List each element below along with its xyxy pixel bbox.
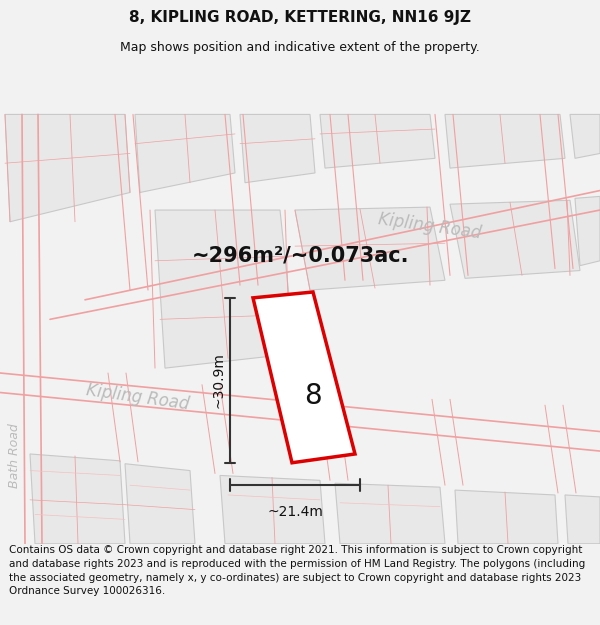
Polygon shape <box>565 495 600 544</box>
Polygon shape <box>450 200 580 278</box>
Polygon shape <box>240 114 315 182</box>
Polygon shape <box>335 483 445 544</box>
Text: ~21.4m: ~21.4m <box>267 505 323 519</box>
Polygon shape <box>570 114 600 158</box>
Text: 8: 8 <box>304 382 322 410</box>
Polygon shape <box>575 196 600 266</box>
Text: ~30.9m: ~30.9m <box>211 352 225 408</box>
Polygon shape <box>155 210 295 368</box>
Text: Kipling Road: Kipling Road <box>85 381 191 414</box>
Polygon shape <box>5 114 130 222</box>
Polygon shape <box>135 114 235 192</box>
Polygon shape <box>220 476 325 544</box>
Text: 8, KIPLING ROAD, KETTERING, NN16 9JZ: 8, KIPLING ROAD, KETTERING, NN16 9JZ <box>129 10 471 25</box>
Text: Contains OS data © Crown copyright and database right 2021. This information is : Contains OS data © Crown copyright and d… <box>9 545 585 596</box>
Text: ~296m²/~0.073ac.: ~296m²/~0.073ac. <box>191 246 409 266</box>
Text: Bath Road: Bath Road <box>8 424 22 488</box>
Polygon shape <box>125 464 195 544</box>
Polygon shape <box>30 454 125 544</box>
Text: Kipling Road: Kipling Road <box>377 211 482 242</box>
Polygon shape <box>295 207 445 290</box>
Text: Map shows position and indicative extent of the property.: Map shows position and indicative extent… <box>120 41 480 54</box>
Polygon shape <box>253 292 355 462</box>
Polygon shape <box>320 114 435 168</box>
Polygon shape <box>445 114 565 168</box>
Polygon shape <box>455 490 558 544</box>
